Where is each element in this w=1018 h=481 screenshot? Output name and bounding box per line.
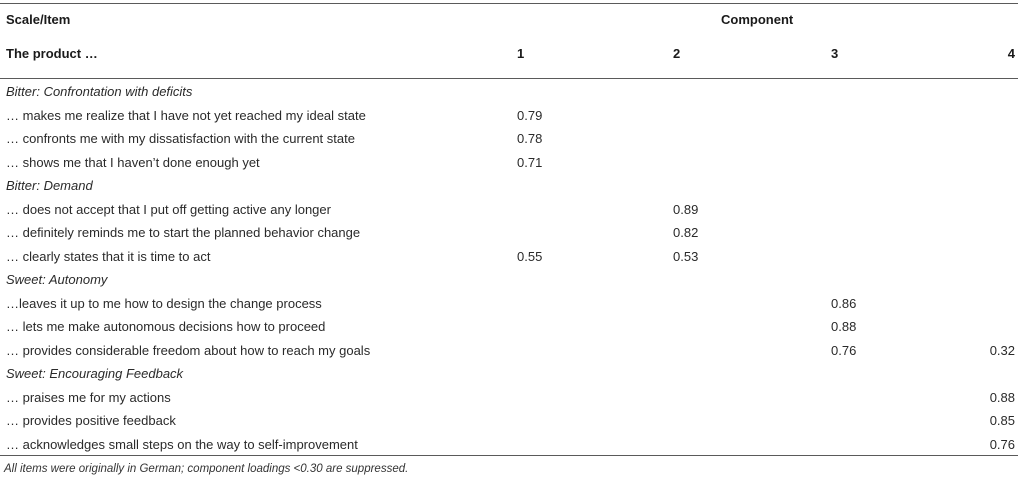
table-row: … praises me for my actions 0.88 xyxy=(0,386,1018,410)
loading-cell-4: 0.88 xyxy=(989,389,1015,405)
item-label: … acknowledges small steps on the way to… xyxy=(6,436,358,452)
header-rule xyxy=(0,78,1018,79)
table-footnote: All items were originally in German; com… xyxy=(4,463,409,475)
item-label: … provides positive feedback xyxy=(6,413,176,428)
item-label: … provides considerable freedom about ho… xyxy=(6,342,371,358)
loading-cell-4: 0.76 xyxy=(989,436,1015,452)
item-label: … makes me realize that I have not yet r… xyxy=(6,107,366,123)
header-col-1: 1 xyxy=(517,46,525,61)
group-label: Bitter: Confrontation with deficits xyxy=(6,84,193,99)
table-row: … definitely reminds me to start the pla… xyxy=(0,221,1018,245)
table-row: … provides positive feedback 0.85 xyxy=(0,409,1018,433)
table-bottom-rule xyxy=(0,455,1018,456)
loading-cell-3: 0.86 xyxy=(831,295,857,311)
loading-cell-2: 0.89 xyxy=(673,201,699,217)
group-label: Bitter: Demand xyxy=(6,178,93,193)
item-label: … definitely reminds me to start the pla… xyxy=(6,225,361,240)
header-row-2: The product … 1 2 3 4 xyxy=(0,46,1018,64)
loading-cell-3: 0.76 xyxy=(831,342,857,358)
table-top-rule xyxy=(0,3,1018,4)
loading-cell-1: 0.79 xyxy=(517,107,543,123)
table-group-row: Bitter: Demand xyxy=(0,174,1018,198)
table-row: … clearly states that it is time to act 0… xyxy=(0,245,1018,269)
header-row-1: Scale/Item Component xyxy=(0,12,1018,30)
header-component: Component xyxy=(721,12,794,27)
loading-cell-4: 0.32 xyxy=(989,342,1015,358)
table-row: … lets me make autonomous decisions how … xyxy=(0,315,1018,339)
table-row: … provides considerable freedom about ho… xyxy=(0,339,1018,363)
group-label: Sweet: Autonomy xyxy=(6,272,108,287)
group-label: Sweet: Encouraging Feedback xyxy=(6,366,184,381)
table-row: …leaves it up to me how to design the ch… xyxy=(0,292,1018,316)
table-group-row: Bitter: Confrontation with deficits xyxy=(0,80,1018,104)
loading-cell-2: 0.53 xyxy=(673,248,699,264)
table-row: … confronts me with my dissatisfaction w… xyxy=(0,127,1018,151)
loading-cell-1: 0.71 xyxy=(517,154,543,170)
table-row: … makes me realize that I have not yet r… xyxy=(0,104,1018,128)
table-row: … shows me that I haven’t done enough ye… xyxy=(0,151,1018,175)
item-label: … does not accept that I put off getting… xyxy=(6,201,331,217)
loading-cell-4: 0.85 xyxy=(989,413,1015,428)
table-row: … does not accept that I put off getting… xyxy=(0,198,1018,222)
loading-cell-1: 0.78 xyxy=(517,131,543,146)
item-label: … lets me make autonomous decisions how … xyxy=(6,319,326,334)
header-col-4: 4 xyxy=(1007,46,1015,61)
table-group-row: Sweet: Autonomy xyxy=(0,268,1018,292)
header-product: The product … xyxy=(6,46,98,61)
item-label: …leaves it up to me how to design the ch… xyxy=(6,295,322,311)
item-label: … shows me that I haven’t done enough ye… xyxy=(6,154,260,170)
table-group-row: Sweet: Encouraging Feedback xyxy=(0,362,1018,386)
item-label: … clearly states that it is time to act xyxy=(6,248,211,264)
table-body: Bitter: Confrontation with deficits … mak… xyxy=(0,80,1018,456)
header-col-2: 2 xyxy=(673,46,681,61)
item-label: … praises me for my actions xyxy=(6,389,171,405)
header-scale-item: Scale/Item xyxy=(6,12,71,27)
table-row: … acknowledges small steps on the way to… xyxy=(0,433,1018,457)
item-label: … confronts me with my dissatisfaction w… xyxy=(6,131,355,146)
loading-cell-1: 0.55 xyxy=(517,248,543,264)
header-col-3: 3 xyxy=(831,46,839,61)
loading-cell-2: 0.82 xyxy=(673,225,699,240)
loading-cell-3: 0.88 xyxy=(831,319,857,334)
